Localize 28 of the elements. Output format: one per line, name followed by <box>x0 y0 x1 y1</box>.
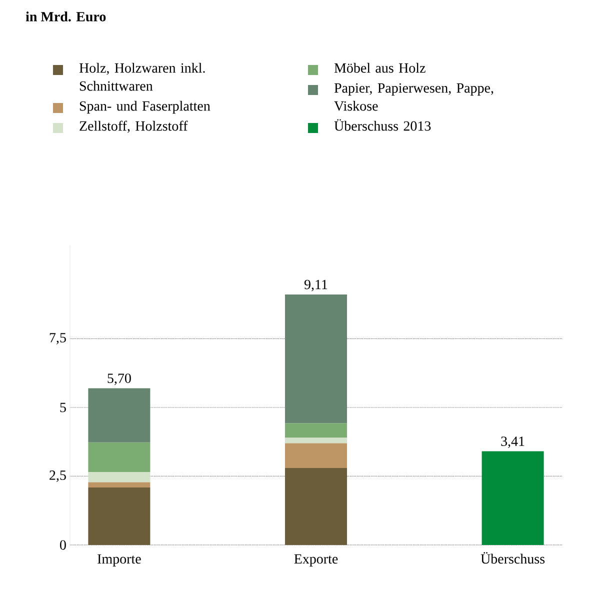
bar <box>285 423 347 438</box>
x-tick-label: Importe <box>98 554 141 566</box>
total-label: 3,41 <box>501 436 524 448</box>
legend-label: Holz, Holzwaren inkl. Schnittwaren <box>79 62 205 91</box>
y-tick-label: 0 <box>60 540 66 550</box>
y-tick-label: 7,5 <box>50 333 66 344</box>
bar <box>88 472 150 482</box>
total-label: 9,11 <box>304 280 328 292</box>
bar <box>285 438 347 444</box>
bar <box>88 488 150 545</box>
bar <box>88 482 150 488</box>
bar <box>285 468 347 545</box>
y-tick-label: 2,5 <box>50 470 66 482</box>
legend-label: Papier, Papierwesen, Pappe, Viskose <box>334 83 494 111</box>
x-tick-label: Exporte <box>294 554 338 566</box>
chart-title: in Mrd. Euro <box>26 12 106 22</box>
legend-label: Zellstoff, Holzstoff <box>80 120 188 133</box>
y-tick-label: 5 <box>60 402 66 412</box>
bar <box>285 294 347 424</box>
bar <box>285 443 347 468</box>
legend-label: Span- und Faserplatten <box>80 100 210 114</box>
legend-label: Überschuss 2013 <box>334 119 431 131</box>
total-label: 5,70 <box>108 374 131 386</box>
bar <box>482 451 544 545</box>
legend-label: Möbel aus Holz <box>334 62 426 73</box>
bar <box>88 442 150 472</box>
x-tick-label: Überschuss <box>480 552 545 564</box>
bar <box>88 388 150 442</box>
